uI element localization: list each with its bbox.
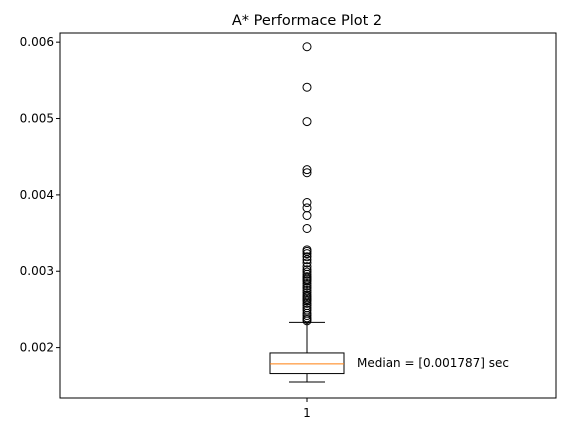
outlier-point bbox=[302, 211, 312, 220]
outlier-point bbox=[302, 267, 312, 277]
outlier-point bbox=[302, 245, 312, 255]
outlier-point bbox=[302, 198, 312, 208]
outlier-point bbox=[302, 288, 312, 298]
y-tick-label: 0.003 bbox=[20, 264, 54, 278]
chart-title: A* Performace Plot 2 bbox=[232, 13, 382, 29]
outlier-point bbox=[302, 42, 312, 52]
outlier-point bbox=[302, 290, 312, 300]
outlier-point bbox=[302, 258, 312, 268]
plot-area-frame bbox=[59, 32, 557, 399]
outlier-point bbox=[302, 272, 312, 282]
outlier-point bbox=[302, 265, 312, 275]
y-axis: 0.002 0.003 0.004 0.005 0.006 bbox=[20, 35, 60, 355]
outlier-point bbox=[302, 252, 312, 262]
outlier-point bbox=[302, 117, 312, 127]
y-tick-label: 0.005 bbox=[20, 112, 54, 126]
iqr-box bbox=[269, 352, 345, 375]
box-group bbox=[269, 321, 345, 383]
y-tick-label: 0.006 bbox=[20, 35, 54, 49]
outlier-point bbox=[302, 165, 312, 175]
outlier-point bbox=[302, 203, 312, 213]
x-tick-label: 1 bbox=[303, 406, 311, 420]
outlier-point bbox=[302, 82, 312, 92]
outlier-point bbox=[302, 168, 312, 178]
x-axis: 1 bbox=[303, 398, 311, 420]
median-annotation: Median = [0.001787] sec bbox=[357, 356, 509, 370]
outlier-point bbox=[302, 305, 312, 315]
y-tick-label: 0.004 bbox=[20, 188, 54, 202]
outlier-point bbox=[302, 249, 312, 259]
outlier-point bbox=[302, 262, 312, 272]
y-tick-label: 0.002 bbox=[20, 341, 54, 355]
outlier-point bbox=[302, 223, 312, 233]
outlier-point bbox=[302, 278, 312, 288]
outlier-group bbox=[302, 42, 312, 326]
outlier-point bbox=[302, 285, 312, 295]
